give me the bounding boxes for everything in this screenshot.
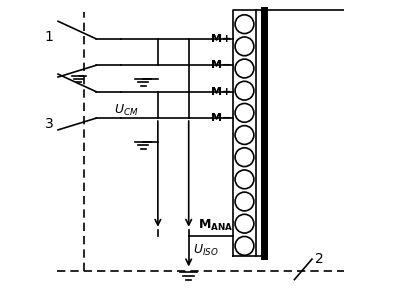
Text: M−: M− [211,113,231,123]
Text: M+: M+ [211,87,231,97]
Text: M−: M− [211,60,231,70]
Text: 1: 1 [45,30,54,44]
Text: M+: M+ [211,34,231,44]
Text: $\mathbf{M}_{\mathbf{ANA}}$: $\mathbf{M}_{\mathbf{ANA}}$ [198,217,233,233]
Text: $U_{\mathregular{ISO}}$: $U_{\mathregular{ISO}}$ [193,243,219,258]
Text: M+: M+ [211,34,231,44]
Text: M+: M+ [211,87,231,97]
Text: M−: M− [211,60,231,70]
Text: 2: 2 [315,252,324,266]
Text: M−: M− [211,113,231,123]
Text: 3: 3 [45,117,54,131]
Text: $U_{\mathregular{CM}}$: $U_{\mathregular{CM}}$ [114,103,139,118]
